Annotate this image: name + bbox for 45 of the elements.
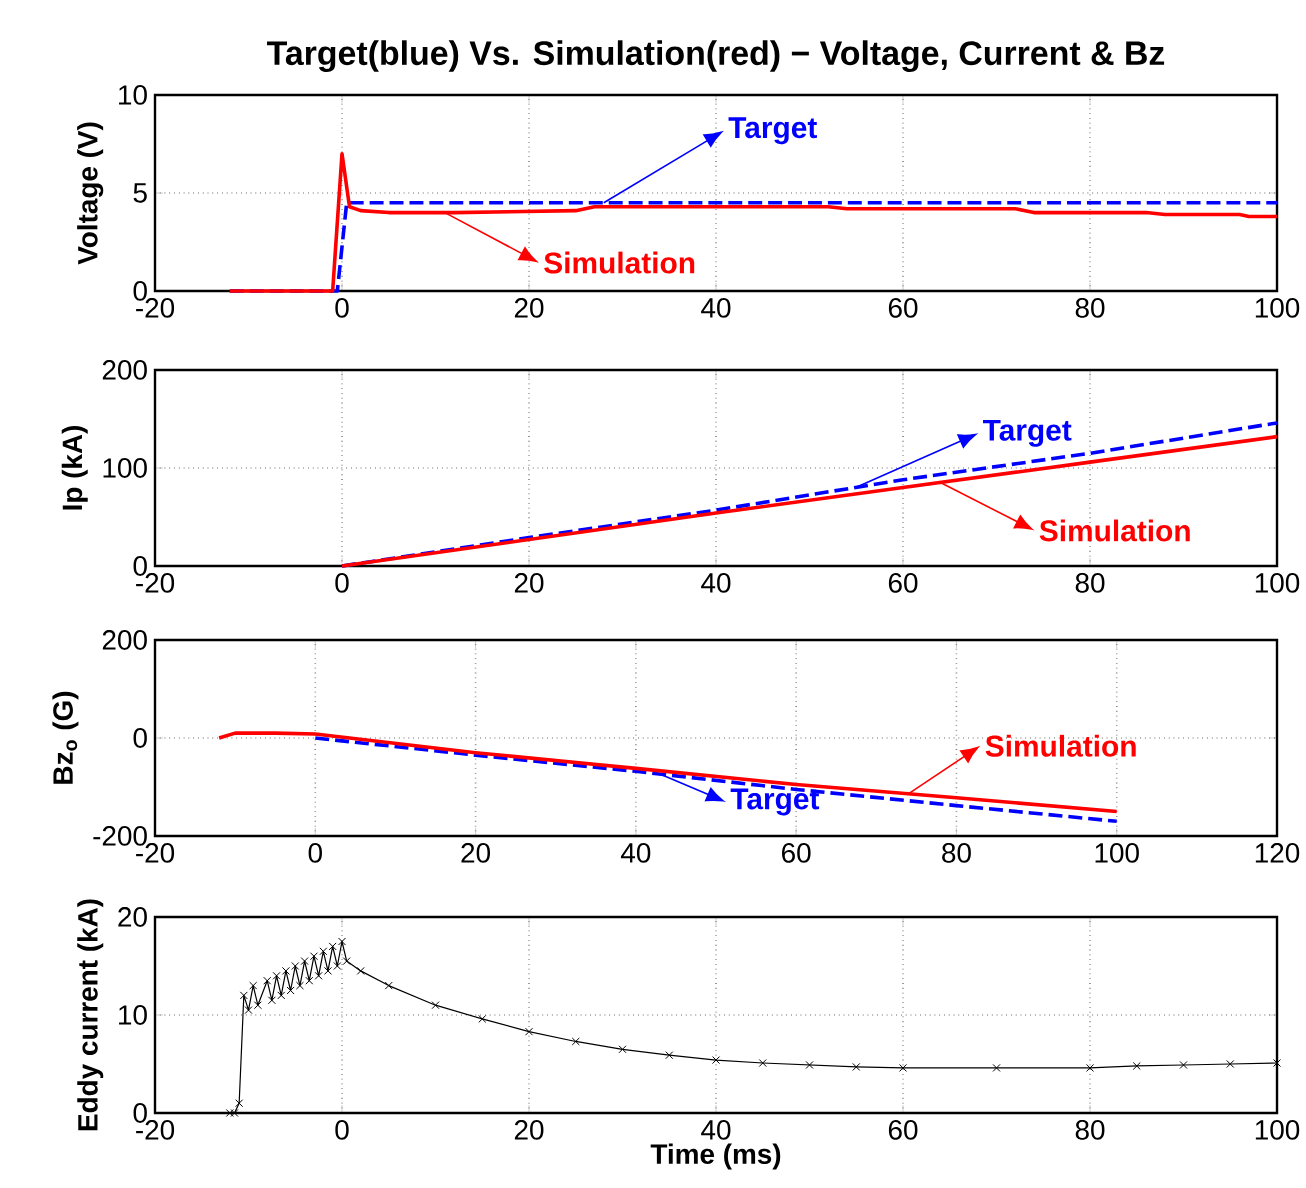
x-tick-label: 100 [1255, 298, 1300, 318]
x-tick-label: 80 [1075, 298, 1105, 318]
x-tick-label: 100 [1095, 843, 1139, 863]
x-tick-label: 100 [1255, 1120, 1300, 1140]
x-tick-label: 60 [888, 298, 918, 318]
x-tick-label: 20 [514, 1120, 544, 1140]
x-axis-title: Time (ms) [650, 1143, 781, 1170]
x-tick-label: 40 [701, 1120, 731, 1140]
y-tick-label: 5 [133, 183, 147, 203]
y-tick-label: 200 [102, 630, 147, 650]
x-tick-label: 120 [1255, 843, 1300, 863]
x-tick-label: 40 [701, 573, 731, 593]
y-tick-label: 20 [118, 907, 147, 927]
legend-label: Target [730, 788, 820, 816]
chart-title: Target(blue) Vs. Simulation(red) − Voltage, Current & Bz [267, 40, 1165, 72]
x-tick-label: 0 [335, 298, 349, 318]
x-tick-label: 60 [888, 1120, 918, 1140]
x-tick-label: 60 [782, 843, 811, 863]
x-tick-label: 100 [1255, 573, 1300, 593]
x-tick-label: 80 [1075, 573, 1105, 593]
x-tick-label: 60 [888, 573, 918, 593]
legend-label: Target [728, 117, 817, 145]
x-tick-label: 40 [620, 843, 651, 863]
x-tick-label: 0 [335, 1120, 349, 1140]
y-tick-label: 10 [119, 1005, 147, 1025]
legend-label: Simulation [985, 734, 1136, 757]
legend-label: Target [983, 419, 1072, 447]
x-tick-label: 40 [701, 298, 731, 318]
y-tick-label: 10 [119, 85, 147, 105]
y-axis-title: Bz$_{o}$ (G) [52, 691, 79, 784]
x-tick-label: 0 [335, 573, 349, 593]
y-axis-title: Eddy current (kA) [77, 899, 104, 1131]
y-axis-title: Ip (kA) [61, 426, 88, 510]
y-tick-label: 0 [133, 728, 147, 748]
y-axis-title: Voltage (V) [77, 122, 104, 265]
x-tick-label: 20 [514, 573, 544, 593]
x-tick-label: 20 [514, 298, 544, 318]
legend-label: Simulation [544, 251, 695, 274]
x-tick-label: 0 [308, 843, 322, 863]
x-tick-label: 20 [461, 843, 491, 863]
x-tick-label: 80 [1075, 1120, 1105, 1140]
y-tick-label: 100 [103, 458, 147, 478]
x-tick-label: 80 [942, 843, 971, 863]
legend-label: Simulation [1039, 519, 1190, 542]
y-tick-label: 200 [102, 360, 147, 380]
